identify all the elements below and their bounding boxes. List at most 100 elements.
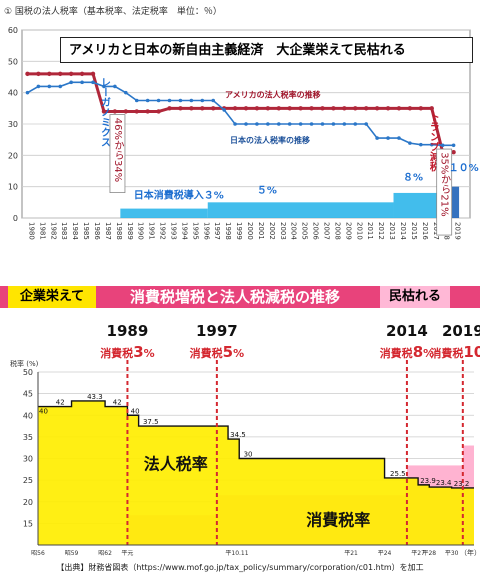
header-left-tag: 企業栄えて bbox=[8, 286, 96, 308]
corporate-tax-value-label: 42 bbox=[56, 399, 65, 407]
corporate-tax-value-label: 42 bbox=[113, 399, 122, 407]
top-consumption-tax-bar bbox=[207, 202, 394, 218]
corporate-tax-value-label: 30 bbox=[244, 451, 253, 459]
jp-tax-point bbox=[47, 84, 52, 89]
jp-tax-point bbox=[266, 122, 270, 126]
top-x-tick-label: 1989 bbox=[126, 222, 134, 240]
top-x-tick-label: 2006 bbox=[312, 222, 320, 240]
top-x-tick-label: 1988 bbox=[115, 222, 123, 240]
us-tax-point bbox=[309, 106, 314, 111]
top-x-tick-label: 2013 bbox=[388, 222, 396, 240]
corporate-tax-value-label: 37.5 bbox=[143, 418, 159, 426]
us-tax-point bbox=[429, 106, 434, 111]
top-x-tick-label: 1996 bbox=[202, 222, 210, 240]
top-y-tick-label: 10 bbox=[8, 183, 18, 192]
top-x-tick-label: 2015 bbox=[410, 222, 418, 240]
top-x-tick-label: 2000 bbox=[246, 222, 254, 240]
top-x-tick-label: 2004 bbox=[290, 222, 298, 240]
us-tax-point bbox=[134, 109, 139, 114]
top-x-tick-label: 1997 bbox=[213, 222, 221, 240]
consumption-10-label: １０% bbox=[449, 162, 479, 174]
corporate-tax-value-label: 23.9 bbox=[420, 477, 436, 485]
top-x-tick-label: 2017 bbox=[432, 222, 440, 240]
corporate-tax-value-label: 40 bbox=[39, 407, 48, 415]
top-x-tick-label: 2002 bbox=[268, 222, 276, 240]
jp-tax-point bbox=[386, 136, 390, 140]
event-year-label: 2014 bbox=[386, 322, 428, 340]
jp-tax-point bbox=[342, 122, 347, 126]
jp-tax-point bbox=[440, 143, 445, 148]
bottom-x-axis-title: （年） bbox=[460, 548, 480, 557]
top-x-tick-label: 2012 bbox=[377, 222, 385, 240]
us-tax-point bbox=[47, 71, 52, 77]
jp-tax-point bbox=[134, 98, 139, 103]
us-tax-point bbox=[36, 71, 41, 77]
us-tax-point bbox=[211, 106, 216, 111]
reagan-cut-box bbox=[109, 114, 126, 193]
bottom-x-tick-label: 平21 bbox=[344, 550, 358, 557]
jp-tax-point bbox=[320, 122, 325, 126]
top-x-tick-label: 2011 bbox=[366, 222, 374, 240]
jp-tax-point bbox=[353, 122, 358, 126]
jp-tax-point bbox=[91, 80, 95, 85]
section-header bbox=[0, 286, 480, 308]
us-tax-point bbox=[276, 106, 281, 111]
top-y-tick-label: 40 bbox=[8, 89, 18, 98]
us-tax-point bbox=[112, 109, 118, 114]
source-note: 【出典】財務省図表（https://www.mof.go.jp/tax_poli… bbox=[56, 563, 424, 572]
corporate-tax-value-label: 34.5 bbox=[230, 431, 246, 439]
us-tax-point bbox=[25, 71, 30, 77]
us-tax-point bbox=[353, 106, 358, 111]
event-rate-label: 消費税3% bbox=[100, 343, 154, 361]
us-tax-point bbox=[363, 106, 369, 111]
us-tax-point bbox=[90, 71, 96, 77]
jp-tax-point bbox=[222, 108, 226, 112]
jp-tax-point bbox=[189, 98, 194, 103]
corporate-tax-line bbox=[38, 400, 474, 489]
corporate-tax-value-label: 23.2 bbox=[454, 480, 470, 488]
header-right-tag: 民枯れる bbox=[380, 286, 450, 308]
jp-tax-point bbox=[375, 136, 379, 140]
jp-tax-point bbox=[419, 142, 423, 147]
jp-tax-point bbox=[397, 136, 401, 140]
corporate-tax-value-label: 40 bbox=[131, 407, 140, 415]
us-tax-point bbox=[265, 106, 271, 111]
bottom-y-tick-label: 15 bbox=[23, 519, 33, 528]
us-tax-point bbox=[407, 106, 413, 111]
us-tax-point bbox=[385, 106, 391, 111]
bottom-y-tick-label: 40 bbox=[23, 411, 33, 420]
event-year-label: 1989 bbox=[107, 322, 149, 340]
bottom-x-tick-label: 平27 bbox=[411, 550, 425, 557]
corporate-tax-value-label: 43.3 bbox=[87, 393, 103, 401]
top-x-tick-label: 1981 bbox=[38, 222, 46, 240]
bottom-y-tick-label: 30 bbox=[23, 455, 33, 464]
top-x-tick-label: 1991 bbox=[148, 222, 156, 240]
trump-cut-box bbox=[436, 148, 453, 236]
trump-cut-label: 35%から21% bbox=[439, 152, 451, 216]
bottom-y-tick-label: 45 bbox=[23, 390, 33, 399]
bottom-x-tick-label: 昭62 bbox=[98, 550, 112, 557]
top-x-tick-label: 1987 bbox=[104, 222, 112, 240]
event-rate-label: 消費税8% bbox=[380, 343, 434, 361]
top-x-tick-label: 1982 bbox=[49, 222, 57, 240]
jp-tax-point bbox=[276, 122, 281, 126]
consumption-tax-big-label: 消費税率 bbox=[306, 511, 370, 530]
top-x-tick-label: 2014 bbox=[399, 222, 407, 240]
top-x-tick-label: 1990 bbox=[137, 222, 145, 240]
us-tax-point bbox=[331, 106, 336, 111]
top-x-tick-label: 1995 bbox=[191, 222, 199, 240]
top-consumption-tax-bar bbox=[448, 186, 460, 218]
bottom-x-tick-label: 平10.11 bbox=[225, 550, 248, 557]
jp-tax-point bbox=[69, 80, 73, 85]
event-year-label: 2019 bbox=[442, 322, 480, 340]
jp-tax-point bbox=[211, 98, 216, 103]
top-x-tick-label: 2007 bbox=[322, 222, 330, 240]
top-x-tick-label: 2009 bbox=[344, 222, 352, 240]
us-tax-point bbox=[79, 71, 85, 77]
jp-tax-point bbox=[287, 122, 292, 126]
bottom-x-tick-label: 平元 bbox=[121, 550, 133, 557]
top-x-tick-label: 2005 bbox=[301, 222, 309, 240]
top-x-tick-label: 1984 bbox=[71, 222, 79, 240]
us-tax-point bbox=[101, 109, 107, 114]
